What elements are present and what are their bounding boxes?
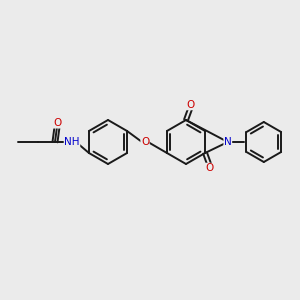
Text: O: O bbox=[205, 163, 213, 173]
Text: O: O bbox=[141, 137, 149, 147]
Text: O: O bbox=[53, 118, 61, 128]
Text: O: O bbox=[186, 100, 194, 110]
Text: NH: NH bbox=[64, 137, 80, 147]
Text: N: N bbox=[224, 137, 232, 147]
